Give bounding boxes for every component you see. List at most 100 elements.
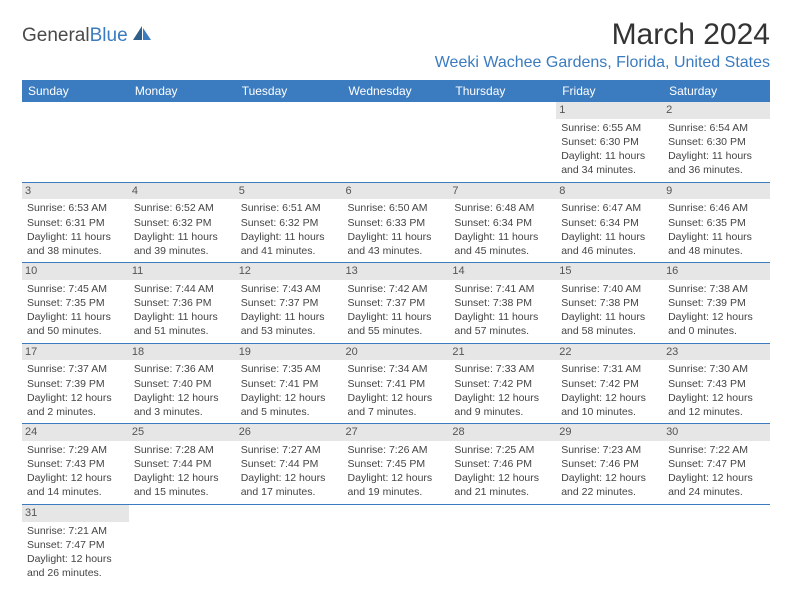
calendar-day: 23Sunrise: 7:30 AMSunset: 7:43 PMDayligh… [663, 343, 770, 424]
calendar-day-empty [22, 102, 129, 182]
sunrise-text: Sunrise: 6:50 AM [348, 201, 445, 215]
daylight-text: Daylight: 11 hours and 34 minutes. [561, 149, 658, 177]
sunrise-text: Sunrise: 7:27 AM [241, 443, 338, 457]
calendar-day-empty [236, 102, 343, 182]
daylight-text: Daylight: 11 hours and 50 minutes. [27, 310, 124, 338]
calendar-day: 2 Sunrise: 6:54 AMSunset: 6:30 PMDaylight… [663, 102, 770, 182]
sunrise-text: Sunrise: 7:31 AM [561, 362, 658, 376]
day-number: 7 [449, 183, 556, 200]
calendar-day: 24Sunrise: 7:29 AMSunset: 7:43 PMDayligh… [22, 424, 129, 505]
sunset-text: Sunset: 7:42 PM [454, 377, 551, 391]
sunrise-text: Sunrise: 6:51 AM [241, 201, 338, 215]
calendar-day: 8Sunrise: 6:47 AMSunset: 6:34 PMDaylight… [556, 182, 663, 263]
day-number: 6 [343, 183, 450, 200]
day-number: 17 [22, 344, 129, 361]
daylight-text: Daylight: 11 hours and 57 minutes. [454, 310, 551, 338]
day-number: 28 [449, 424, 556, 441]
sunset-text: Sunset: 7:43 PM [27, 457, 124, 471]
day-info: Sunrise: 7:21 AMSunset: 7:47 PMDaylight:… [26, 524, 125, 581]
day-info: Sunrise: 7:25 AMSunset: 7:46 PMDaylight:… [453, 443, 552, 500]
daylight-text: Daylight: 12 hours and 17 minutes. [241, 471, 338, 499]
sunset-text: Sunset: 7:37 PM [241, 296, 338, 310]
sail-icon [131, 24, 153, 47]
calendar-day: 10 Sunrise: 7:45 AMSunset: 7:35 PMDayligh… [22, 263, 129, 344]
daylight-text: Daylight: 11 hours and 53 minutes. [241, 310, 338, 338]
day-info: Sunrise: 7:27 AMSunset: 7:44 PMDaylight:… [240, 443, 339, 500]
day-info: Sunrise: 7:28 AMSunset: 7:44 PMDaylight:… [133, 443, 232, 500]
calendar-week: 3Sunrise: 6:53 AMSunset: 6:31 PMDaylight… [22, 182, 770, 263]
day-number: 22 [556, 344, 663, 361]
day-number: 23 [663, 344, 770, 361]
day-info: Sunrise: 6:54 AMSunset: 6:30 PMDaylight:… [667, 121, 766, 178]
sunset-text: Sunset: 7:37 PM [348, 296, 445, 310]
calendar-day: 20Sunrise: 7:34 AMSunset: 7:41 PMDayligh… [343, 343, 450, 424]
day-info: Sunrise: 6:48 AMSunset: 6:34 PMDaylight:… [453, 201, 552, 258]
calendar-day-empty [129, 102, 236, 182]
day-info: Sunrise: 7:31 AMSunset: 7:42 PMDaylight:… [560, 362, 659, 419]
daylight-text: Daylight: 11 hours and 39 minutes. [134, 230, 231, 258]
day-info: Sunrise: 7:23 AMSunset: 7:46 PMDaylight:… [560, 443, 659, 500]
sunrise-text: Sunrise: 7:37 AM [27, 362, 124, 376]
calendar-day: 4Sunrise: 6:52 AMSunset: 6:32 PMDaylight… [129, 182, 236, 263]
sunrise-text: Sunrise: 7:43 AM [241, 282, 338, 296]
day-info: Sunrise: 6:51 AMSunset: 6:32 PMDaylight:… [240, 201, 339, 258]
daylight-text: Daylight: 11 hours and 55 minutes. [348, 310, 445, 338]
day-number: 19 [236, 344, 343, 361]
sunrise-text: Sunrise: 6:54 AM [668, 121, 765, 135]
day-number: 8 [556, 183, 663, 200]
day-number: 1 [556, 102, 663, 119]
daylight-text: Daylight: 12 hours and 5 minutes. [241, 391, 338, 419]
calendar-day-empty [343, 504, 450, 584]
day-number: 2 [663, 102, 770, 119]
sunset-text: Sunset: 6:33 PM [348, 216, 445, 230]
title-block: March 2024 Weeki Wachee Gardens, Florida… [435, 18, 770, 72]
logo-text-part2: Blue [90, 25, 128, 46]
day-info: Sunrise: 7:44 AMSunset: 7:36 PMDaylight:… [133, 282, 232, 339]
sunset-text: Sunset: 7:45 PM [348, 457, 445, 471]
calendar-day: 31Sunrise: 7:21 AMSunset: 7:47 PMDayligh… [22, 504, 129, 584]
calendar-day: 13Sunrise: 7:42 AMSunset: 7:37 PMDayligh… [343, 263, 450, 344]
sunrise-text: Sunrise: 7:41 AM [454, 282, 551, 296]
calendar-day: 15Sunrise: 7:40 AMSunset: 7:38 PMDayligh… [556, 263, 663, 344]
sunrise-text: Sunrise: 7:35 AM [241, 362, 338, 376]
day-info: Sunrise: 7:41 AMSunset: 7:38 PMDaylight:… [453, 282, 552, 339]
sunrise-text: Sunrise: 7:44 AM [134, 282, 231, 296]
sunrise-text: Sunrise: 7:36 AM [134, 362, 231, 376]
day-info: Sunrise: 7:45 AMSunset: 7:35 PMDaylight:… [26, 282, 125, 339]
day-number: 3 [22, 183, 129, 200]
calendar-day: 7Sunrise: 6:48 AMSunset: 6:34 PMDaylight… [449, 182, 556, 263]
calendar-week: 1Sunrise: 6:55 AMSunset: 6:30 PMDaylight… [22, 102, 770, 182]
day-header-row: SundayMondayTuesdayWednesdayThursdayFrid… [22, 80, 770, 102]
calendar-day-empty [449, 504, 556, 584]
sunrise-text: Sunrise: 7:21 AM [27, 524, 124, 538]
calendar-day: 3Sunrise: 6:53 AMSunset: 6:31 PMDaylight… [22, 182, 129, 263]
day-info: Sunrise: 7:30 AMSunset: 7:43 PMDaylight:… [667, 362, 766, 419]
daylight-text: Daylight: 12 hours and 22 minutes. [561, 471, 658, 499]
calendar-day: 17Sunrise: 7:37 AMSunset: 7:39 PMDayligh… [22, 343, 129, 424]
daylight-text: Daylight: 12 hours and 9 minutes. [454, 391, 551, 419]
logo-text: GeneralBlue [22, 25, 128, 47]
day-number: 10 [22, 263, 129, 280]
calendar-day: 9Sunrise: 6:46 AMSunset: 6:35 PMDaylight… [663, 182, 770, 263]
day-info: Sunrise: 6:53 AMSunset: 6:31 PMDaylight:… [26, 201, 125, 258]
page-title: March 2024 [435, 18, 770, 52]
sunrise-text: Sunrise: 7:38 AM [668, 282, 765, 296]
daylight-text: Daylight: 12 hours and 24 minutes. [668, 471, 765, 499]
sunset-text: Sunset: 7:38 PM [454, 296, 551, 310]
daylight-text: Daylight: 11 hours and 36 minutes. [668, 149, 765, 177]
logo: GeneralBlue [22, 24, 153, 47]
calendar-day: 22Sunrise: 7:31 AMSunset: 7:42 PMDayligh… [556, 343, 663, 424]
day-header: Sunday [22, 80, 129, 102]
day-info: Sunrise: 7:35 AMSunset: 7:41 PMDaylight:… [240, 362, 339, 419]
daylight-text: Daylight: 11 hours and 51 minutes. [134, 310, 231, 338]
sunrise-text: Sunrise: 7:34 AM [348, 362, 445, 376]
daylight-text: Daylight: 12 hours and 7 minutes. [348, 391, 445, 419]
sunset-text: Sunset: 7:41 PM [241, 377, 338, 391]
day-number: 27 [343, 424, 450, 441]
calendar-day: 5Sunrise: 6:51 AMSunset: 6:32 PMDaylight… [236, 182, 343, 263]
day-header: Wednesday [343, 80, 450, 102]
sunset-text: Sunset: 7:36 PM [134, 296, 231, 310]
sunrise-text: Sunrise: 7:33 AM [454, 362, 551, 376]
day-number: 12 [236, 263, 343, 280]
sunset-text: Sunset: 7:44 PM [134, 457, 231, 471]
